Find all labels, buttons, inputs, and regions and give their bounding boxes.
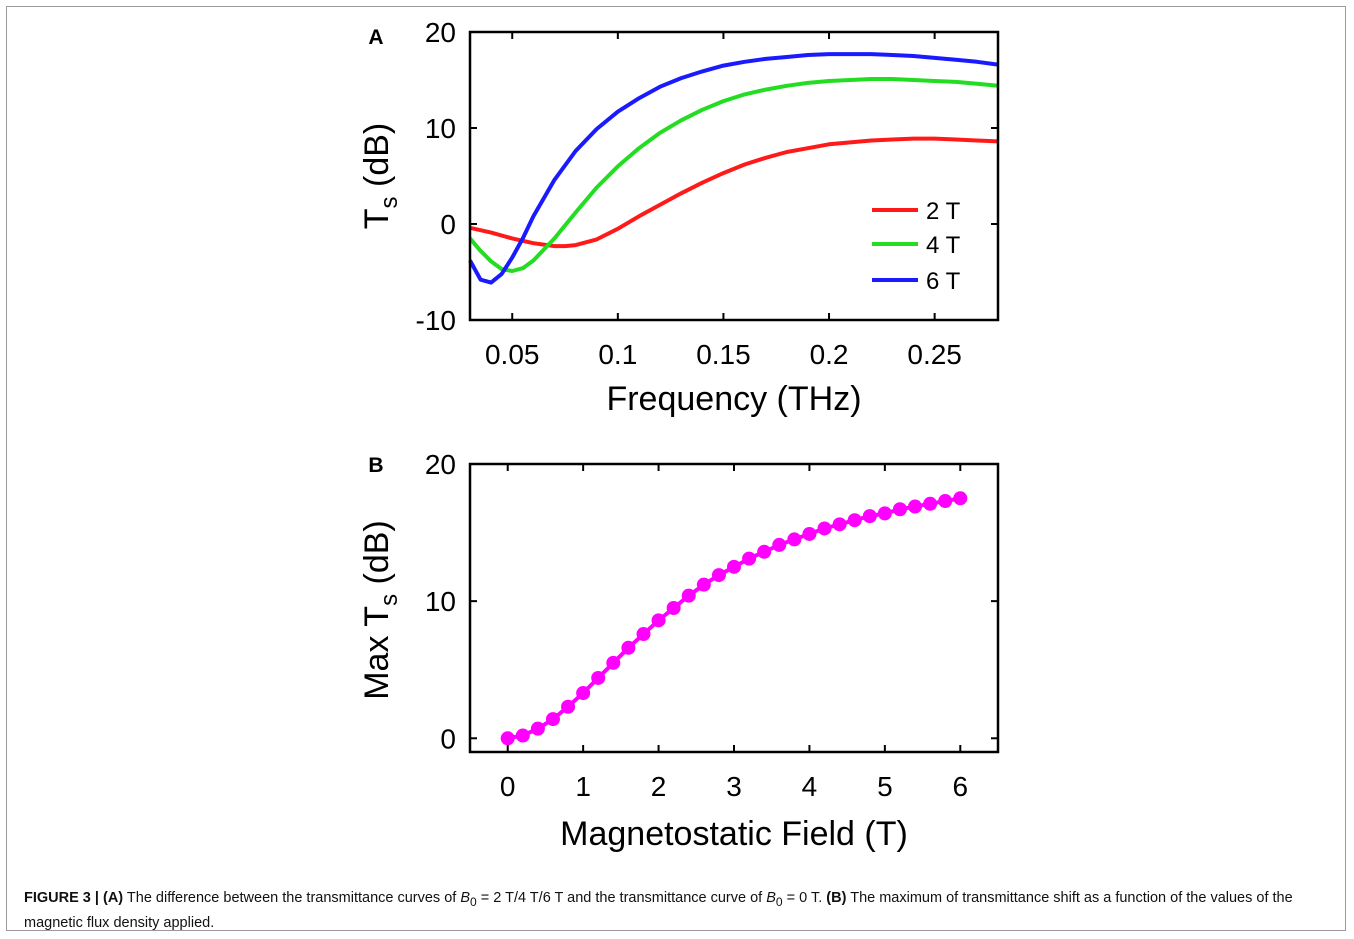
- caption-a-text-3: = 0 T.: [786, 890, 823, 906]
- panel-a-ticks: 0.05 0.1 0.15 0.2 0.25 -10 0 10 20: [416, 17, 998, 370]
- panel-a-xtick-label: 0.1: [598, 339, 637, 370]
- panel-a-ytick-label: -10: [416, 305, 456, 336]
- panel-a-label: A: [368, 26, 383, 49]
- panel-a-series-line-1: [468, 77, 999, 273]
- panel-b-xtick-label: 1: [575, 771, 591, 802]
- panel-b-xtick-label: 4: [802, 771, 818, 802]
- panel-b-data-point: [832, 517, 847, 532]
- panel-b: B 0 1 2 3 4 5 6 0 10 20 Magnetostatic Field (T) M…: [358, 449, 1000, 853]
- caption-a-text-1: The difference between the transmittance…: [126, 890, 457, 906]
- panel-b-xtick-label: 2: [651, 771, 667, 802]
- caption-a-label: (A): [103, 890, 124, 906]
- panel-b-data-point: [545, 712, 560, 727]
- panel-b-xtick-label: 0: [500, 771, 516, 802]
- figure-caption: FIGURE 3 | (A) The difference between th…: [24, 890, 1293, 931]
- panel-b-data-point: [636, 627, 651, 642]
- panel-b-data-point: [515, 728, 530, 743]
- caption-symbol-b0-2: B: [766, 890, 776, 906]
- caption-figure-label: FIGURE 3 |: [24, 890, 99, 906]
- caption-b-text: The maximum of transmittance shift as a …: [24, 890, 1293, 931]
- panel-b-data-point: [530, 721, 545, 736]
- panel-b-ylabel: Max Ts (dB): [358, 520, 403, 700]
- panel-b-data-point: [772, 537, 787, 552]
- panel-b-ytick-label: 10: [425, 586, 456, 617]
- panel-b-data-point: [666, 601, 681, 615]
- panel-b-data-point: [591, 670, 606, 685]
- caption-symbol-b0-1: B: [460, 890, 471, 906]
- legend-label-2t: 2 T: [926, 198, 961, 225]
- panel-a-ytick-label: 20: [425, 17, 456, 48]
- panel-b-data-point: [742, 551, 757, 566]
- panel-b-data-point: [938, 494, 953, 509]
- panel-b-ytick-label: 0: [440, 723, 456, 754]
- panel-b-data-point: [877, 506, 892, 521]
- panel-a-xtick-label: 0.2: [810, 339, 849, 370]
- panel-a-xlabel: Frequency (THz): [606, 380, 861, 418]
- legend-label-4t: 4 T: [926, 232, 961, 259]
- panel-a-ylabel: Ts (dB): [358, 123, 403, 229]
- panel-a-ytick-label: 10: [425, 113, 456, 144]
- panel-a-legend: 2 T 4 T 6 T: [872, 198, 961, 295]
- panel-b-data-point: [757, 544, 772, 559]
- panel-b-data-point: [953, 491, 968, 506]
- figure-frame: [6, 6, 1346, 931]
- panel-b-label: B: [368, 454, 383, 477]
- panel-b-data-point: [561, 699, 576, 714]
- panel-b-data-point: [500, 731, 515, 746]
- panel-b-data-point: [787, 532, 802, 547]
- panel-b-data-point: [847, 513, 862, 528]
- panel-a-ytick-label: 0: [440, 209, 456, 240]
- panel-b-plot-area: [500, 491, 968, 746]
- panel-a-series-line-2: [468, 52, 999, 285]
- panel-b-data-point: [923, 496, 938, 511]
- panel-a-plot-area: [468, 52, 999, 285]
- panel-b-data-point: [576, 686, 591, 701]
- panel-b-xtick-label: 6: [952, 771, 968, 802]
- panel-b-data-point: [817, 521, 832, 536]
- panel-b-series-line-0: [507, 496, 961, 741]
- panel-b-data-point: [696, 577, 711, 592]
- panel-b-ticks: 0 1 2 3 4 5 6 0 10 20: [425, 449, 998, 802]
- panel-b-data-point: [711, 568, 726, 583]
- legend-label-6t: 6 T: [926, 268, 961, 295]
- panel-a-xtick-label: 0.25: [907, 339, 962, 370]
- panel-a-xtick-label: 0.15: [696, 339, 751, 370]
- caption-b-label: (B): [826, 890, 847, 906]
- panel-a-series-line-0: [469, 136, 999, 249]
- panel-b-xtick-label: 5: [877, 771, 893, 802]
- panel-a: A 0.05 0.1 0.15 0.2 0.25 -10 0 10 20 Frequency (…: [358, 17, 1000, 418]
- panel-a-axes-box: [468, 30, 1000, 322]
- panel-b-data-point: [651, 613, 666, 628]
- panel-b-data-point: [802, 526, 817, 541]
- panel-b-data-point: [727, 559, 741, 574]
- panel-b-ytick-label: 20: [425, 449, 456, 480]
- panel-b-data-point: [621, 640, 636, 655]
- panel-b-xlabel: Magnetostatic Field (T): [560, 815, 908, 853]
- panel-b-data-point: [606, 655, 621, 670]
- panel-b-data-point: [908, 499, 923, 514]
- panel-b-data-point: [892, 502, 907, 517]
- panel-b-data-point: [681, 588, 696, 603]
- panel-b-data-point: [862, 509, 877, 524]
- panel-a-xtick-label: 0.05: [485, 339, 540, 370]
- panel-b-xtick-label: 3: [726, 771, 742, 802]
- caption-a-text-2: = 2 T/4 T/6 T and the transmittance curv…: [480, 890, 763, 906]
